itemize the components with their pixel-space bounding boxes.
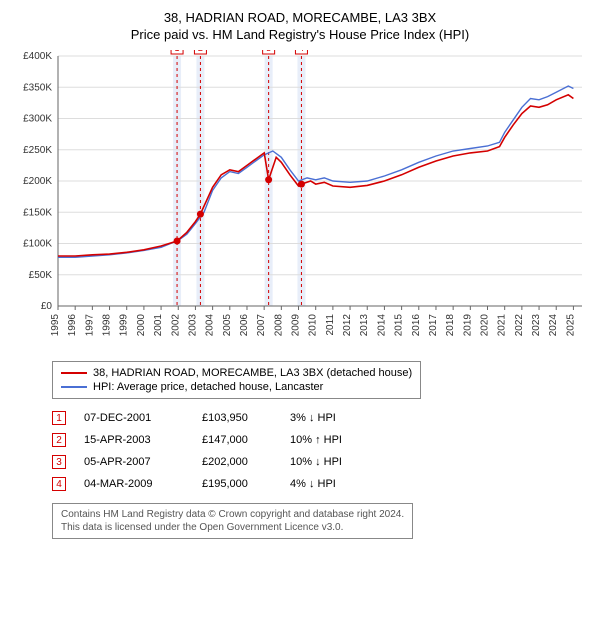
transaction-delta: 3% ↓ HPI [290,412,380,424]
svg-text:2007: 2007 [256,314,267,337]
svg-text:2016: 2016 [411,314,422,337]
transaction-row: 2 15-APR-2003 £147,000 10% ↑ HPI [52,429,590,451]
svg-text:2: 2 [198,50,203,53]
transaction-row: 3 05-APR-2007 £202,000 10% ↓ HPI [52,451,590,473]
svg-text:1997: 1997 [84,314,95,337]
transaction-price: £147,000 [202,434,272,446]
svg-text:2003: 2003 [187,314,198,337]
svg-text:2021: 2021 [497,314,508,337]
transaction-price: £103,950 [202,412,272,424]
transaction-marker: 2 [52,433,66,447]
svg-text:£100K: £100K [23,239,52,250]
svg-text:2024: 2024 [548,314,559,337]
svg-text:2014: 2014 [376,314,387,337]
svg-text:2010: 2010 [308,314,319,337]
svg-text:2015: 2015 [394,314,405,337]
svg-text:2001: 2001 [153,314,164,337]
svg-text:2006: 2006 [239,314,250,337]
svg-text:2008: 2008 [273,314,284,337]
transaction-row: 4 04-MAR-2009 £195,000 4% ↓ HPI [52,473,590,495]
transaction-delta: 10% ↑ HPI [290,434,380,446]
transaction-marker: 1 [52,411,66,425]
page-subtitle: Price paid vs. HM Land Registry's House … [10,27,590,42]
svg-text:2013: 2013 [359,314,370,337]
transaction-price: £202,000 [202,456,272,468]
legend-swatch [61,386,87,388]
svg-text:4: 4 [299,50,304,53]
svg-text:£50K: £50K [29,270,53,281]
transaction-price: £195,000 [202,478,272,490]
transaction-date: 05-APR-2007 [84,456,184,468]
svg-text:2023: 2023 [531,314,542,337]
svg-text:2009: 2009 [291,314,302,337]
legend: 38, HADRIAN ROAD, MORECAMBE, LA3 3BX (de… [52,361,421,399]
transaction-date: 04-MAR-2009 [84,478,184,490]
transactions-table: 1 07-DEC-2001 £103,950 3% ↓ HPI 2 15-APR-2003… [52,407,590,495]
transaction-delta: 4% ↓ HPI [290,478,380,490]
svg-text:2012: 2012 [342,314,353,337]
svg-text:1999: 1999 [119,314,130,337]
svg-text:£250K: £250K [23,145,52,156]
svg-text:£200K: £200K [23,176,52,187]
svg-text:1998: 1998 [102,314,113,337]
transaction-row: 1 07-DEC-2001 £103,950 3% ↓ HPI [52,407,590,429]
svg-text:2025: 2025 [565,314,576,337]
page-title: 38, HADRIAN ROAD, MORECAMBE, LA3 3BX [10,10,590,25]
legend-swatch [61,372,87,374]
svg-text:2019: 2019 [462,314,473,337]
svg-text:2000: 2000 [136,314,147,337]
legend-item: HPI: Average price, detached house, Lanc… [61,380,412,394]
chart-container: £0 £50K £100K £150K £200K £250K £300K £350K £400… [10,50,590,355]
transaction-marker: 3 [52,455,66,469]
svg-text:£350K: £350K [23,82,52,93]
transaction-delta: 10% ↓ HPI [290,456,380,468]
svg-text:2020: 2020 [480,314,491,337]
svg-text:£150K: £150K [23,207,52,218]
legend-label: 38, HADRIAN ROAD, MORECAMBE, LA3 3BX (de… [93,367,412,379]
svg-text:2022: 2022 [514,314,525,337]
svg-text:2002: 2002 [170,314,181,337]
svg-text:1995: 1995 [50,314,61,337]
svg-text:2011: 2011 [325,314,336,336]
svg-text:2004: 2004 [205,314,216,337]
transaction-marker: 4 [52,477,66,491]
svg-text:2018: 2018 [445,314,456,337]
svg-text:£0: £0 [41,301,53,312]
svg-text:£300K: £300K [23,114,52,125]
svg-text:3: 3 [266,50,271,53]
transaction-date: 15-APR-2003 [84,434,184,446]
footer-licence: Contains HM Land Registry data © Crown c… [52,503,413,539]
footer-line: This data is licensed under the Open Gov… [61,521,404,534]
svg-text:1: 1 [175,50,180,53]
svg-text:2005: 2005 [222,314,233,337]
svg-text:1996: 1996 [67,314,78,337]
price-chart: £0 £50K £100K £150K £200K £250K £300K £350K £400… [10,50,590,350]
svg-text:£400K: £400K [23,51,52,62]
svg-text:2017: 2017 [428,314,439,337]
legend-label: HPI: Average price, detached house, Lanc… [93,381,323,393]
footer-line: Contains HM Land Registry data © Crown c… [61,508,404,521]
legend-item: 38, HADRIAN ROAD, MORECAMBE, LA3 3BX (de… [61,366,412,380]
transaction-date: 07-DEC-2001 [84,412,184,424]
